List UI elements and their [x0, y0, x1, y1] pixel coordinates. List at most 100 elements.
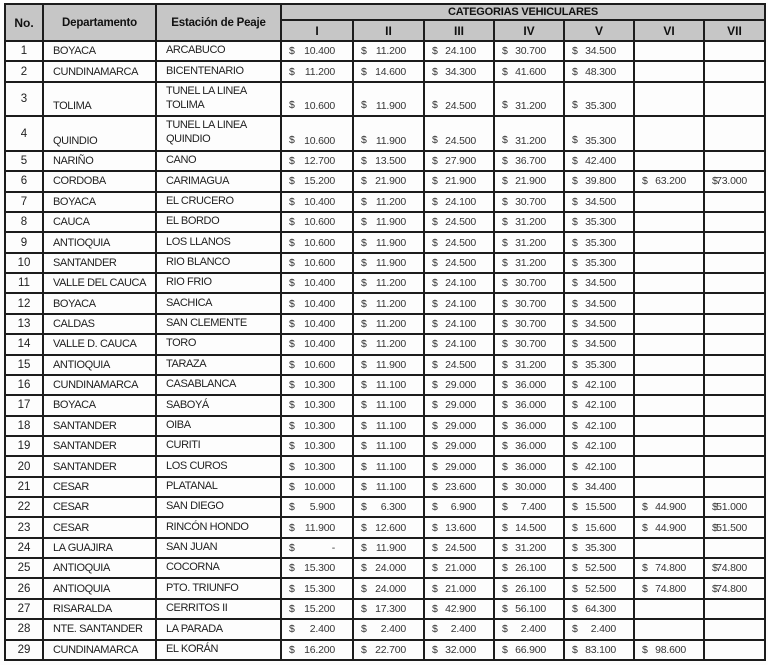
estacion-cell: LA PARADA	[155, 618, 282, 641]
price-cell: $ 10.600	[280, 210, 354, 234]
currency-symbol: $	[432, 297, 438, 310]
estacion-cell: RIO BLANCO	[155, 251, 282, 275]
departamento-cell: RISARALDA	[42, 597, 157, 621]
price-amount: 36.000	[515, 460, 546, 473]
column-header-no: No.	[4, 3, 44, 42]
currency-symbol: $	[361, 338, 367, 351]
price-cell: $ 24.100	[423, 333, 495, 356]
price-cell: $ 10.400	[280, 333, 354, 356]
price-amount: 52.500	[585, 582, 616, 595]
currency-symbol: $	[289, 175, 295, 188]
price-cell: $ 31.200	[493, 536, 565, 560]
column-header-category-i: I	[280, 19, 354, 42]
price-amount: 23.600	[445, 480, 476, 493]
estacion-cell: RIO FRIO	[155, 272, 282, 295]
currency-symbol: $	[361, 195, 367, 208]
price-amount: 24.500	[445, 256, 476, 269]
departamento-cell: BOYACA	[42, 394, 157, 417]
price-cell: $ 34.500	[563, 39, 635, 63]
price-amount: 29.000	[445, 379, 476, 392]
departamento-cell: BOYACA	[42, 292, 157, 315]
price-cell: $ 31.200	[493, 251, 565, 275]
currency-symbol: $	[361, 216, 367, 229]
price-amount: 29.000	[445, 399, 476, 412]
price-cell: $ 14.600	[352, 60, 425, 83]
price-cell: $ 15.600	[563, 516, 635, 539]
currency-symbol: $	[502, 501, 508, 514]
price-amount: 36.000	[515, 399, 546, 412]
price-cell	[703, 618, 766, 641]
currency-symbol: $	[502, 195, 508, 208]
price-cell	[633, 251, 705, 275]
currency-symbol: $	[502, 256, 508, 269]
currency-symbol: $	[432, 501, 438, 514]
price-cell	[633, 597, 705, 621]
price-amount: 11.200	[375, 297, 406, 310]
price-amount: 34.300	[445, 65, 476, 78]
price-amount: 35.300	[585, 541, 616, 554]
price-amount: 17.300	[375, 603, 406, 616]
currency-symbol: $	[572, 297, 578, 310]
currency-symbol: $	[502, 317, 508, 330]
price-cell: $ 12.700	[280, 149, 354, 173]
price-cell: $ 11.900	[352, 231, 425, 254]
price-cell: $ 64.300	[563, 597, 635, 621]
price-amount: 14.500	[515, 521, 546, 534]
price-amount: 11.900	[375, 216, 406, 229]
price-cell	[703, 312, 766, 336]
price-amount: 24.100	[445, 45, 476, 58]
price-cell: $ 35.300	[563, 353, 635, 376]
currency-symbol: $	[289, 338, 295, 351]
price-cell: $ 24.000	[352, 557, 425, 580]
price-cell	[703, 80, 766, 118]
estacion-cell: SAN JUAN	[155, 536, 282, 560]
table-row: 23 CESAR RINCÓN HONDO $ 11.900 $ 12.600 …	[4, 516, 766, 539]
table-row: 22 CESAR SAN DIEGO $ 5.900 $ 6.300 $ 6.9…	[4, 496, 766, 519]
currency-symbol: $	[361, 501, 367, 514]
currency-symbol: $	[289, 643, 295, 656]
price-cell: $ 42.100	[563, 373, 635, 397]
departamento-cell: BOYACA	[42, 39, 157, 63]
price-amount: 11.100	[375, 419, 406, 432]
price-amount: 11.100	[375, 460, 406, 473]
price-cell	[703, 210, 766, 234]
currency-symbol: $	[361, 256, 367, 269]
price-amount: 10.400	[304, 338, 335, 351]
currency-symbol: $	[432, 440, 438, 453]
column-header-category-vii: VII	[703, 19, 766, 42]
price-amount: 2.400	[590, 623, 616, 636]
price-cell: $ 74.800	[633, 577, 705, 600]
price-amount: 15.300	[304, 582, 335, 595]
currency-symbol: $	[572, 99, 578, 112]
price-cell: $ 11.200	[352, 190, 425, 214]
price-cell: $ 29.000	[423, 373, 495, 397]
currency-symbol: $	[361, 541, 367, 554]
price-cell: $ 30.700	[493, 333, 565, 356]
price-amount: 73.000	[716, 175, 747, 188]
currency-symbol: $	[572, 501, 578, 514]
price-cell: $ 10.300	[280, 394, 354, 417]
price-cell: $ 21.900	[493, 170, 565, 193]
departamento-cell: SANTANDER	[42, 434, 157, 458]
row-number-cell: 26	[4, 577, 44, 600]
price-cell	[633, 455, 705, 478]
estacion-cell: SABOYÁ	[155, 394, 282, 417]
price-cell: $ 11.200	[352, 39, 425, 63]
price-cell	[633, 80, 705, 118]
estacion-cell: BICENTENARIO	[155, 60, 282, 83]
price-amount: 29.000	[445, 440, 476, 453]
departamento-cell: ANTIOQUIA	[42, 353, 157, 376]
currency-symbol: $	[502, 379, 508, 392]
currency-symbol: $	[502, 643, 508, 656]
price-amount: 24.500	[445, 134, 476, 147]
price-amount: 42.100	[585, 460, 616, 473]
price-amount: 7.400	[520, 501, 546, 514]
price-cell	[703, 475, 766, 499]
price-cell	[633, 190, 705, 214]
price-amount: 10.600	[304, 134, 335, 147]
price-amount: 11.900	[375, 541, 406, 554]
price-amount: 11.900	[375, 236, 406, 249]
departamento-cell: CESAR	[42, 475, 157, 499]
departamento-cell: SANTANDER	[42, 251, 157, 275]
currency-symbol: $	[502, 277, 508, 290]
